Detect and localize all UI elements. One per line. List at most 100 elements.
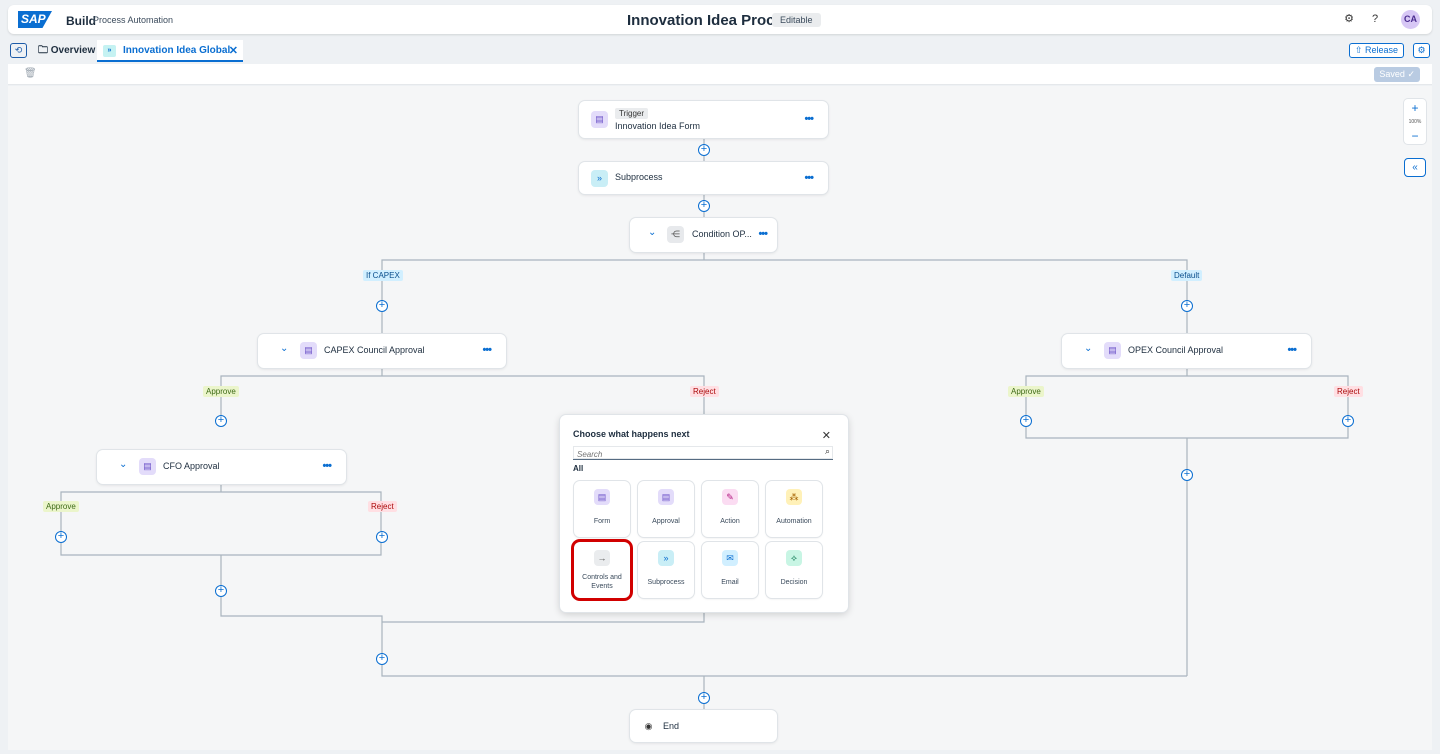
reject-tag: Reject bbox=[368, 501, 397, 512]
shell-bar: SAP Build Process Automation Innovation … bbox=[8, 5, 1432, 34]
tile-email[interactable]: ✉ Email bbox=[702, 542, 758, 598]
cfo-approval-node[interactable]: ⌄ ▤ CFO Approval ••• bbox=[97, 450, 346, 484]
approve-tag: Approve bbox=[43, 501, 79, 512]
brand-subtitle: Process Automation bbox=[93, 15, 174, 25]
decision-icon: ⟡ bbox=[786, 550, 802, 566]
arrow-right-icon: → bbox=[594, 550, 610, 566]
settings-icon[interactable]: ⚙ bbox=[1413, 43, 1430, 58]
tile-label: Controls and Events bbox=[582, 574, 622, 590]
zoom-level[interactable]: 100% bbox=[1408, 119, 1422, 125]
search-icon[interactable]: ⌕ bbox=[824, 446, 830, 456]
add-step-button[interactable]: + bbox=[376, 300, 388, 312]
more-icon[interactable]: ••• bbox=[758, 228, 768, 240]
reject-tag: Reject bbox=[1334, 386, 1363, 397]
add-step-button[interactable]: + bbox=[698, 692, 710, 704]
subprocess-label: Subprocess bbox=[615, 172, 663, 182]
trigger-tag: Trigger bbox=[615, 108, 649, 119]
more-icon[interactable]: ••• bbox=[804, 113, 814, 125]
page-title: Innovation Idea Process bbox=[627, 12, 800, 29]
branch-tag-default: Default bbox=[1171, 270, 1203, 281]
close-icon[interactable]: ✕ bbox=[821, 430, 831, 442]
search-field[interactable]: ⌕ bbox=[573, 446, 833, 461]
category-all: All bbox=[573, 464, 584, 473]
add-step-button[interactable]: + bbox=[55, 531, 67, 543]
more-icon[interactable]: ••• bbox=[482, 344, 492, 356]
end-label: End bbox=[663, 721, 680, 731]
tab-innovation-idea[interactable]: » Innovation Idea Global P... ✕ bbox=[97, 40, 243, 78]
chevron-down-icon[interactable]: ⌄ bbox=[1084, 343, 1093, 354]
tile-approval[interactable]: ▤ Approval bbox=[638, 481, 694, 537]
add-step-button[interactable]: + bbox=[1181, 300, 1193, 312]
more-icon[interactable]: ••• bbox=[804, 172, 814, 184]
trash-icon[interactable]: 🗑 bbox=[24, 68, 37, 79]
opex-approval-node[interactable]: ⌄ ▤ OPEX Council Approval ••• bbox=[1062, 334, 1311, 368]
subprocess-icon: » bbox=[591, 170, 608, 187]
folder-icon: 🗀 bbox=[38, 45, 51, 56]
condition-node[interactable]: ⌄ ⋲ Condition OP... ••• bbox=[630, 218, 777, 252]
add-step-button[interactable]: + bbox=[1181, 469, 1193, 481]
add-step-button[interactable]: + bbox=[376, 531, 388, 543]
form-icon: ▤ bbox=[591, 111, 608, 128]
tile-form[interactable]: ▤ Form bbox=[574, 481, 630, 537]
process-canvas[interactable]: ▤ Trigger Innovation Idea Form ••• + » S… bbox=[8, 86, 1432, 750]
tile-subprocess[interactable]: » Subprocess bbox=[638, 542, 694, 598]
cfo-label: CFO Approval bbox=[163, 461, 220, 471]
add-step-button[interactable]: + bbox=[215, 585, 227, 597]
more-icon[interactable]: ••• bbox=[1287, 344, 1297, 356]
branch-tag-capex: If CAPEX bbox=[363, 270, 403, 281]
tile-action[interactable]: ✎ Action bbox=[702, 481, 758, 537]
condition-label: Condition OP... bbox=[692, 229, 752, 239]
approval-icon: ▤ bbox=[658, 489, 674, 505]
tile-automation[interactable]: ⁂ Automation bbox=[766, 481, 822, 537]
close-icon[interactable]: ✕ bbox=[228, 45, 238, 57]
sap-logo[interactable]: SAP bbox=[18, 11, 52, 28]
trigger-label: Innovation Idea Form bbox=[615, 121, 701, 131]
tile-label: Action bbox=[720, 518, 740, 525]
approval-icon: ▤ bbox=[139, 458, 156, 475]
action-icon: ✎ bbox=[722, 489, 738, 505]
collapse-panel-button[interactable]: « bbox=[1404, 158, 1426, 177]
release-button[interactable]: ⇧ Release bbox=[1348, 43, 1404, 58]
approval-icon: ▤ bbox=[1104, 342, 1121, 359]
tile-controls-events[interactable]: → Controls and Events bbox=[574, 542, 630, 598]
navigation-icon[interactable]: ⟲ bbox=[10, 43, 27, 58]
status-badge: Editable bbox=[772, 13, 821, 27]
email-icon: ✉ bbox=[722, 550, 738, 566]
avatar[interactable]: CA bbox=[1401, 10, 1420, 29]
add-step-button[interactable]: + bbox=[215, 415, 227, 427]
more-icon[interactable]: ••• bbox=[322, 460, 332, 472]
tile-label: Subprocess bbox=[647, 579, 685, 586]
add-step-button[interactable]: + bbox=[698, 144, 710, 156]
capex-approval-node[interactable]: ⌄ ▤ CAPEX Council Approval ••• bbox=[258, 334, 506, 368]
reject-tag: Reject bbox=[690, 386, 719, 397]
notifications-icon[interactable]: ⚙ bbox=[1344, 13, 1354, 25]
approve-tag: Approve bbox=[203, 386, 239, 397]
zoom-in-button[interactable]: + bbox=[1411, 101, 1419, 115]
canvas-toolbar: 🗑 Saved ✓ bbox=[8, 64, 1432, 85]
tab-overview-label: Overview bbox=[50, 45, 96, 56]
chevron-down-icon[interactable]: ⌄ bbox=[648, 227, 657, 238]
tab-overview[interactable]: 🗀 Overview bbox=[38, 40, 95, 62]
zoom-out-button[interactable]: − bbox=[1411, 129, 1419, 143]
capex-label: CAPEX Council Approval bbox=[324, 345, 425, 355]
tile-label: Email bbox=[721, 579, 739, 586]
add-step-button[interactable]: + bbox=[698, 200, 710, 212]
add-step-button[interactable]: + bbox=[1342, 415, 1354, 427]
tile-decision[interactable]: ⟡ Decision bbox=[766, 542, 822, 598]
tile-label: Form bbox=[593, 518, 611, 525]
zoom-panel: + 100% − bbox=[1404, 99, 1426, 144]
next-step-popover: Choose what happens next ✕ ⌕ All ▤ Form … bbox=[560, 415, 848, 612]
chevron-down-icon[interactable]: ⌄ bbox=[119, 459, 128, 470]
saved-button[interactable]: Saved ✓ bbox=[1374, 67, 1420, 82]
popover-title: Choose what happens next bbox=[573, 429, 690, 439]
brand-name: Build bbox=[66, 14, 96, 28]
add-step-button[interactable]: + bbox=[376, 653, 388, 665]
end-node[interactable]: ◉ End bbox=[630, 710, 777, 742]
chevron-down-icon[interactable]: ⌄ bbox=[280, 343, 289, 354]
search-input[interactable] bbox=[573, 448, 813, 461]
add-step-button[interactable]: + bbox=[1020, 415, 1032, 427]
trigger-node[interactable]: ▤ Trigger Innovation Idea Form ••• bbox=[579, 101, 828, 138]
subprocess-node[interactable]: » Subprocess ••• bbox=[579, 162, 828, 194]
help-icon[interactable]: ? bbox=[1371, 13, 1379, 25]
tile-label: Approval bbox=[652, 518, 680, 525]
